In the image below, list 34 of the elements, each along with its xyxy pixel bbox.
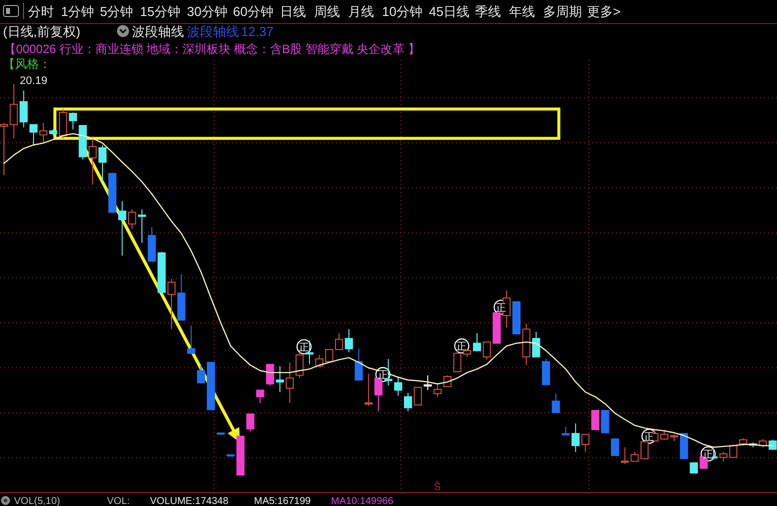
text: Ŝ [434,481,441,493]
text: 周线 [314,4,340,19]
annotation: 20.19 [20,75,48,87]
text: 30分钟 [187,4,228,19]
text: MA5:167199 [254,496,312,506]
text: 12.37 [241,24,274,39]
text: 更多> [587,4,621,19]
text: 正 [378,370,388,382]
text: VOLUME:174348 [150,496,229,506]
chart-title: (日线,前复权) [3,24,80,39]
text: VOL: [107,496,130,506]
text: 10分钟 [382,4,422,19]
text: 正 [496,302,506,314]
text: 【风格： [3,57,51,71]
text: 正 [456,342,467,353]
text: 分时 [28,4,54,19]
chart-subtitle: 【000026 行业：商业连锁 地域：深圳板块 概念：含B股 智能穿戴 央企改革 】 [4,42,420,56]
text: 年线 [509,4,535,19]
text: 波段轴线 [132,24,184,39]
text: 月线 [348,4,374,19]
text: 15分钟 [140,4,180,19]
text: 5分钟 [100,4,134,19]
text: MA10:149966 [331,496,394,506]
text: 日线 [280,4,306,19]
text: 波段轴线 [187,24,239,39]
text: 多周期 [543,4,582,19]
text: 45日线 [429,4,470,19]
text: 60分钟 [233,4,274,19]
text: 季线 [475,4,501,19]
series-label: 正 [299,342,310,354]
text: 正 [703,449,714,460]
text: 1分钟 [61,4,94,19]
text: 正 [644,432,654,443]
text: VOL(5,10) [14,496,60,506]
